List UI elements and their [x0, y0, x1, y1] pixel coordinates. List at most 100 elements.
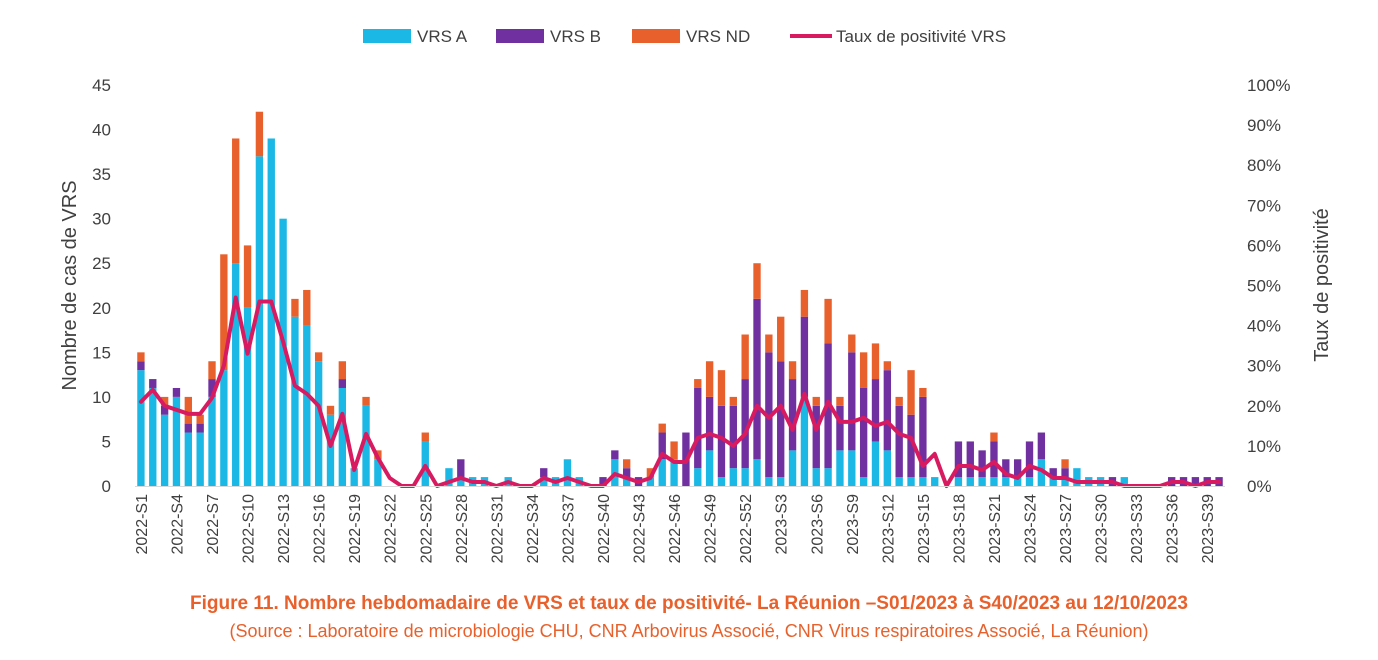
bar-vrs-a-2023-S32 — [1120, 477, 1128, 486]
bar-vrs-a-2023-S28 — [1073, 468, 1081, 486]
bar-vrs-b-2022-S2 — [149, 379, 157, 388]
bar-vrs-a-2023-S13 — [895, 477, 903, 486]
bar-vrs-a-2022-S46 — [670, 459, 678, 486]
bar-vrs-b-2023-S20 — [978, 450, 986, 478]
bar-vrs-a-2022-S51 — [729, 468, 737, 486]
bar-vrs-nd-2022-S14 — [291, 298, 299, 317]
bar-vrs-a-2022-S27 — [445, 468, 453, 486]
x-tick-label: 2022-S10 — [241, 494, 258, 563]
x-tick-label: 2023-S39 — [1200, 494, 1217, 563]
legend-vrs-nd-swatch — [632, 29, 680, 43]
bar-vrs-a-2022-S8 — [220, 370, 228, 486]
bar-vrs-nd-2023-S5 — [800, 289, 809, 317]
bar-vrs-nd-2022-S45 — [658, 423, 666, 433]
bar-vrs-a-2022-S11 — [255, 156, 264, 487]
bar-vrs-nd-2022-S50 — [717, 370, 726, 406]
bar-vrs-b-2023-S26 — [1049, 468, 1057, 478]
bar-vrs-a-2023-S5 — [800, 396, 809, 486]
x-tick-label: 2023-S12 — [880, 494, 897, 563]
bar-vrs-a-2022-S21 — [374, 459, 382, 486]
bar-vrs-a-2023-S19 — [966, 477, 974, 486]
x-tick-label: 2023-S9 — [845, 494, 862, 555]
x-tick-label: 2022-S34 — [525, 494, 542, 563]
bar-vrs-nd-2022-S48 — [694, 379, 702, 388]
bar-vrs-b-2023-S11 — [871, 379, 880, 442]
bar-vrs-a-2022-S5 — [184, 432, 192, 486]
figure-caption-title: Figure 11. Nombre hebdomadaire de VRS et… — [190, 593, 1188, 614]
bar-vrs-a-2022-S2 — [149, 387, 157, 486]
y-tick-label: 30 — [92, 210, 111, 229]
bar-vrs-b-2022-S7 — [208, 379, 216, 397]
y-tick-label: 5 — [102, 432, 111, 451]
bar-vrs-nd-2022-S1 — [137, 352, 145, 362]
bar-area — [137, 111, 1223, 487]
bar-vrs-nd-2022-S7 — [208, 361, 216, 380]
bar-vrs-a-2022-S7 — [208, 396, 216, 486]
x-tick-label: 2022-S49 — [703, 494, 720, 563]
bar-vrs-b-2023-S22 — [1002, 459, 1010, 478]
bar-vrs-a-2023-S1 — [753, 459, 761, 486]
bar-vrs-nd-2022-S44 — [646, 468, 655, 478]
x-tick-label: 2022-S46 — [667, 494, 684, 563]
y2-tick-label: 10% — [1247, 437, 1281, 456]
x-tick-label: 2023-S18 — [951, 494, 968, 563]
bar-vrs-a-2022-S17 — [326, 414, 335, 486]
y-tick-label: 45 — [92, 76, 111, 95]
bar-vrs-nd-2022-S42 — [623, 459, 631, 469]
bar-vrs-nd-2023-S15 — [919, 387, 927, 397]
bar-vrs-a-2023-S26 — [1049, 477, 1057, 486]
bar-vrs-nd-2023-S9 — [848, 334, 856, 353]
bar-vrs-nd-2022-S11 — [255, 111, 264, 157]
bar-vrs-nd-2022-S3 — [160, 396, 169, 406]
bar-vrs-a-2023-S20 — [978, 477, 986, 486]
x-tick-label: 2023-S3 — [774, 494, 791, 555]
bar-vrs-b-2022-S42 — [623, 468, 631, 478]
bar-vrs-a-2022-S19 — [350, 468, 358, 486]
bar-vrs-a-2023-S14 — [907, 477, 915, 486]
bar-vrs-nd-2023-S10 — [859, 352, 868, 388]
x-tick-label: 2022-S13 — [276, 494, 293, 563]
bar-vrs-a-2023-S18 — [954, 477, 963, 486]
bar-vrs-a-2023-S9 — [848, 450, 856, 486]
bar-vrs-b-2023-S5 — [800, 316, 809, 397]
y-tick-label: 15 — [92, 343, 111, 362]
bar-vrs-b-2023-S18 — [954, 441, 963, 478]
bar-vrs-a-2022-S25 — [421, 441, 429, 486]
bar-vrs-b-2023-S13 — [895, 405, 903, 478]
bar-vrs-a-2023-S22 — [1002, 477, 1010, 486]
y2-tick-label: 30% — [1247, 357, 1281, 376]
bar-vrs-nd-2022-S17 — [326, 405, 335, 415]
bar-vrs-b-2022-S45 — [658, 432, 666, 460]
bar-vrs-nd-2023-S8 — [836, 396, 844, 406]
bar-vrs-b-2023-S8 — [836, 405, 844, 451]
bar-vrs-a-2022-S18 — [338, 387, 347, 486]
y-tick-label: 0 — [102, 477, 111, 496]
y2-tick-label: 70% — [1247, 196, 1281, 215]
bar-vrs-b-2023-S23 — [1013, 459, 1022, 478]
bar-vrs-nd-2023-S13 — [895, 396, 903, 406]
bar-vrs-a-2022-S4 — [172, 396, 181, 486]
bar-vrs-a-2023-S2 — [765, 477, 773, 486]
bar-vrs-a-2023-S16 — [931, 477, 939, 486]
bar-vrs-b-2022-S50 — [717, 405, 726, 478]
y2-tick-label: 100% — [1247, 76, 1290, 95]
bar-vrs-a-2023-S27 — [1061, 477, 1069, 486]
y2-tick-label: 50% — [1247, 277, 1281, 296]
x-tick-label: 2022-S40 — [596, 494, 613, 563]
bar-vrs-nd-2022-S16 — [314, 352, 323, 362]
bar-vrs-a-2023-S10 — [859, 477, 868, 486]
bar-vrs-nd-2022-S46 — [670, 441, 678, 460]
y-tick-label: 40 — [92, 121, 111, 140]
bar-vrs-a-2023-S8 — [836, 450, 844, 486]
bar-vrs-nd-2022-S5 — [184, 396, 192, 424]
bar-vrs-a-2023-S12 — [883, 450, 892, 486]
y2-tick-label: 60% — [1247, 236, 1281, 255]
bar-vrs-nd-2022-S8 — [220, 254, 228, 371]
bar-vrs-b-2023-S15 — [919, 396, 927, 478]
bar-vrs-b-2023-S38 — [1191, 477, 1200, 486]
bar-vrs-b-2023-S2 — [765, 352, 773, 478]
legend-vrs-a-swatch — [363, 29, 411, 43]
bar-vrs-a-2022-S44 — [646, 477, 655, 486]
bar-vrs-a-2022-S13 — [279, 218, 287, 487]
bar-vrs-a-2022-S48 — [694, 468, 702, 486]
